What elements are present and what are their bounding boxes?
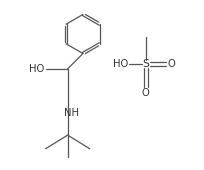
- Text: O: O: [141, 88, 149, 98]
- Text: HO: HO: [29, 64, 44, 74]
- Text: NH: NH: [64, 108, 79, 118]
- Text: HO: HO: [113, 59, 128, 69]
- Text: O: O: [167, 59, 175, 69]
- Text: S: S: [142, 59, 149, 69]
